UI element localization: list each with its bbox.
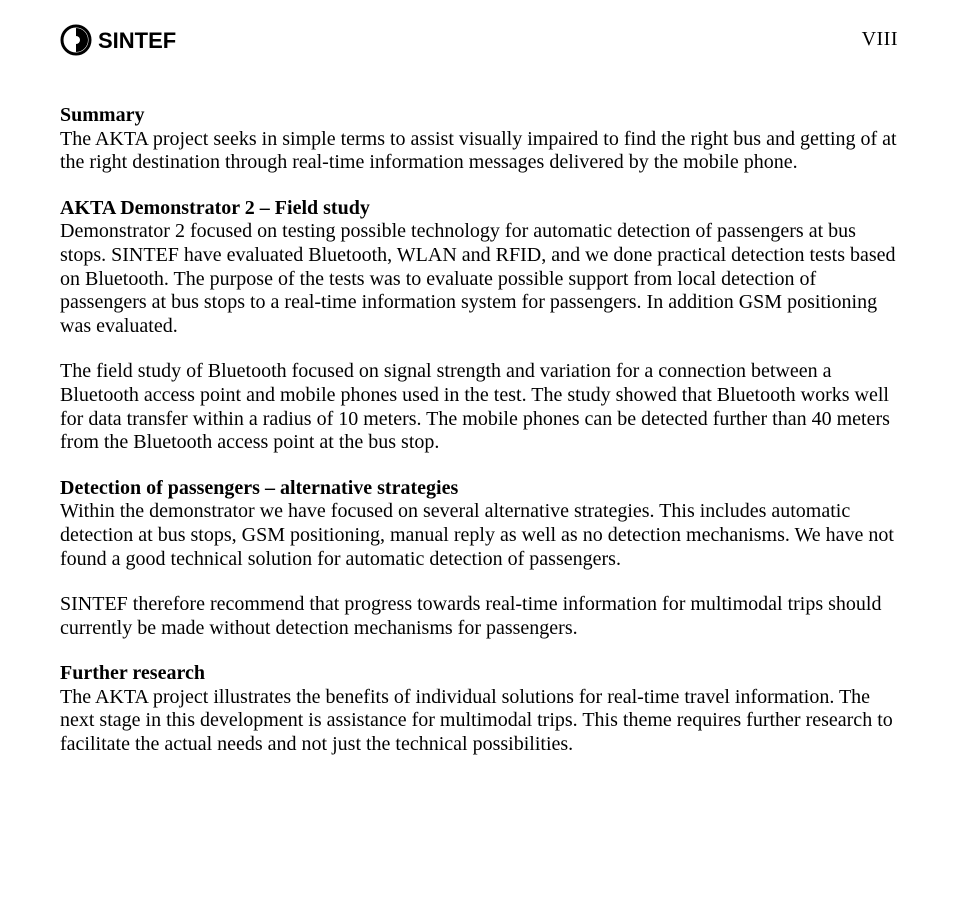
field-study-body: Demonstrator 2 focused on testing possib… bbox=[60, 220, 896, 336]
summary-heading: Summary bbox=[60, 104, 144, 126]
detection-paragraph-2: SINTEF therefore recommend that progress… bbox=[60, 593, 900, 640]
sintef-logo-svg: SINTEF bbox=[60, 24, 226, 56]
page-header: SINTEF VIII bbox=[60, 20, 900, 56]
sintef-logo: SINTEF bbox=[60, 24, 226, 56]
field-study-paragraph-2: The field study of Bluetooth focused on … bbox=[60, 360, 900, 454]
detection-paragraph: Detection of passengers – alternative st… bbox=[60, 477, 900, 571]
page-number: VIII bbox=[862, 28, 900, 52]
further-body: The AKTA project illustrates the benefit… bbox=[60, 686, 893, 755]
summary-paragraph: Summary The AKTA project seeks in simple… bbox=[60, 104, 900, 175]
page: SINTEF VIII Summary The AKTA project see… bbox=[0, 0, 960, 921]
field-study-paragraph: AKTA Demonstrator 2 – Field study Demons… bbox=[60, 197, 900, 339]
summary-body: The AKTA project seeks in simple terms t… bbox=[60, 128, 897, 174]
document-body: Summary The AKTA project seeks in simple… bbox=[60, 104, 900, 757]
further-heading: Further research bbox=[60, 662, 205, 684]
detection-heading: Detection of passengers – alternative st… bbox=[60, 477, 458, 499]
field-study-heading: AKTA Demonstrator 2 – Field study bbox=[60, 197, 370, 219]
logo-text: SINTEF bbox=[98, 28, 176, 53]
further-paragraph: Further research The AKTA project illust… bbox=[60, 662, 900, 756]
detection-body: Within the demonstrator we have focused … bbox=[60, 500, 894, 569]
